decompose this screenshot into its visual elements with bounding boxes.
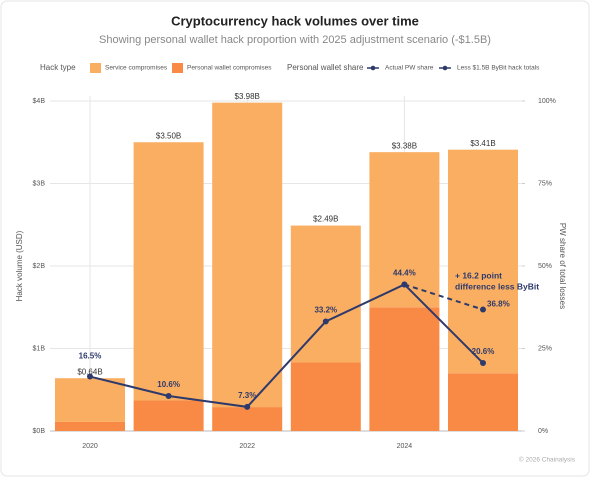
value-label: 20.6% — [472, 347, 495, 356]
bar-segment — [133, 400, 204, 431]
legend-label: Personal wallet compromises — [187, 65, 272, 72]
line-series — [89, 283, 484, 408]
x-tick-label: 2024 — [397, 443, 413, 450]
legend-label: Actual PW share — [385, 65, 434, 72]
legend-swatch — [90, 63, 101, 73]
y-tick-label: $0B — [33, 428, 46, 435]
chart-subtitle: Showing personal wallet hack proportion … — [99, 34, 491, 46]
bar-segment — [55, 378, 125, 422]
value-label: 10.6% — [157, 380, 180, 389]
y2-tick-label: 0% — [538, 428, 548, 435]
legend-dot — [442, 65, 448, 71]
line-dot — [480, 306, 486, 313]
y-tick-label: $3B — [33, 180, 46, 187]
x-tick-label: 2020 — [82, 443, 98, 450]
total-label: $3.38B — [392, 141, 417, 150]
annotation: + 16.2 point — [455, 270, 502, 280]
line-dot — [87, 373, 93, 380]
total-label: $0.64B — [77, 367, 102, 376]
total-label: $3.41B — [470, 139, 495, 148]
footer: © 2026 Chainalysis — [519, 456, 576, 464]
y2-axis-label: PW share of total losses — [558, 223, 567, 309]
chart-title: Cryptocurrency hack volumes over time — [171, 13, 419, 28]
line-dot — [401, 281, 408, 288]
bar-segment — [290, 225, 361, 363]
legend-label: Less $1.5B ByBit hack totals — [457, 65, 540, 72]
bar-segment — [133, 142, 204, 401]
bar-segment — [448, 149, 518, 374]
total-label: $2.49B — [313, 215, 338, 224]
bar-segment — [369, 307, 440, 431]
bar-segment — [212, 407, 283, 431]
total-label: $3.98B — [235, 92, 260, 101]
line-dot — [480, 360, 486, 367]
y-tick-label: $1B — [33, 345, 46, 352]
line-series — [404, 283, 484, 311]
total-label: $3.50B — [156, 131, 181, 140]
legend-dot — [370, 65, 376, 71]
legend-title: Personal wallet share — [287, 63, 364, 72]
line-dot — [322, 318, 329, 325]
y2-tick-label: 25% — [538, 345, 552, 352]
line-dot — [165, 393, 172, 400]
value-label: 44.4% — [393, 269, 416, 278]
value-label: 7.3% — [238, 391, 256, 400]
value-label: 16.5% — [79, 352, 102, 361]
bar-segment — [55, 421, 125, 431]
legend-swatch — [172, 63, 183, 73]
line-dot — [244, 403, 251, 410]
value-label: 36.8% — [487, 300, 510, 309]
bar-segment — [290, 362, 361, 431]
legend-label: Service compromises — [105, 65, 168, 72]
y2-tick-label: 75% — [538, 180, 552, 187]
y-tick-label: $4B — [33, 98, 46, 105]
x-tick-label: 2022 — [239, 443, 255, 450]
y-tick-label: $2B — [33, 263, 46, 270]
value-label: 33.2% — [314, 306, 337, 315]
bar-segment — [212, 102, 283, 408]
legend-title: Hack type — [40, 63, 76, 72]
y-axis-label: Hack volume (USD) — [15, 230, 24, 301]
y2-tick-label: 100% — [538, 98, 556, 105]
bar-segment — [369, 152, 440, 308]
annotation: difference less ByBit — [455, 281, 539, 291]
bar-segment — [448, 373, 518, 431]
y2-tick-label: 50% — [538, 263, 552, 270]
